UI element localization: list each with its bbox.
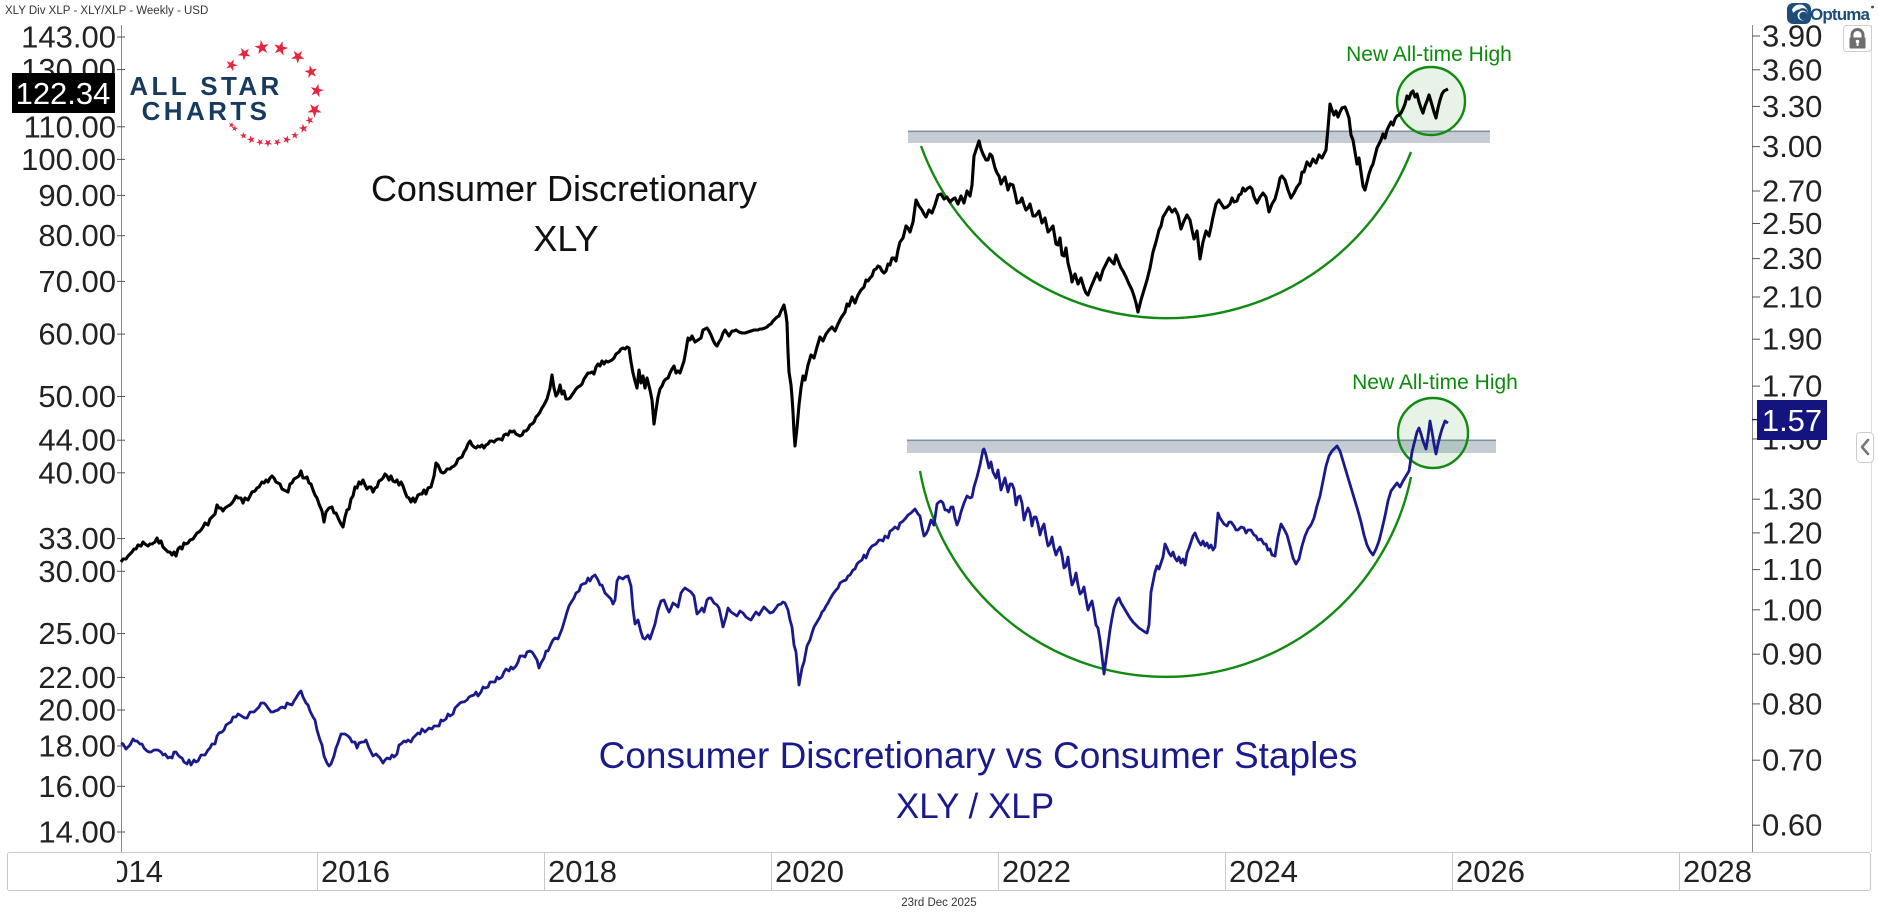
svg-text:23rd Dec 2025: 23rd Dec 2025 <box>901 897 976 909</box>
svg-text:1.10: 1.10 <box>1762 552 1822 587</box>
svg-text:30.00: 30.00 <box>38 554 116 589</box>
svg-text:2024: 2024 <box>1229 854 1298 889</box>
svg-text:XLY: XLY <box>533 218 598 259</box>
svg-text:3.90: 3.90 <box>1762 19 1822 54</box>
svg-text:Optuma: Optuma <box>1810 5 1871 24</box>
svg-text:20.00: 20.00 <box>38 693 116 728</box>
svg-text:25.00: 25.00 <box>38 616 116 651</box>
svg-text:33.00: 33.00 <box>38 521 116 556</box>
svg-text:Consumer Discretionary: Consumer Discretionary <box>371 168 757 209</box>
svg-text:1.70: 1.70 <box>1762 369 1822 404</box>
svg-text:44.00: 44.00 <box>38 423 116 458</box>
svg-text:70.00: 70.00 <box>38 264 116 299</box>
svg-text:110.00: 110.00 <box>23 109 116 144</box>
svg-text:1.57: 1.57 <box>1762 403 1822 438</box>
svg-text:18.00: 18.00 <box>38 729 116 764</box>
svg-text:2.30: 2.30 <box>1762 241 1822 276</box>
svg-text:1.00: 1.00 <box>1762 592 1822 627</box>
svg-text:2028: 2028 <box>1683 854 1752 889</box>
svg-text:New All-time High: New All-time High <box>1352 371 1518 394</box>
svg-text:122.34: 122.34 <box>16 76 111 111</box>
svg-text:1.90: 1.90 <box>1762 322 1822 357</box>
svg-text:50.00: 50.00 <box>38 379 116 414</box>
svg-text:XLY Div XLP - XLY/XLP - Weekly: XLY Div XLP - XLY/XLP - Weekly - USD <box>5 5 208 17</box>
svg-text:2026: 2026 <box>1456 854 1525 889</box>
svg-text:2016: 2016 <box>321 854 390 889</box>
svg-text:3.60: 3.60 <box>1762 52 1822 87</box>
svg-text:New All-time High: New All-time High <box>1346 43 1512 66</box>
svg-text:100.00: 100.00 <box>21 142 116 177</box>
svg-text:1.30: 1.30 <box>1762 482 1822 517</box>
svg-text:90.00: 90.00 <box>38 178 116 213</box>
svg-text:60.00: 60.00 <box>38 317 116 352</box>
svg-text:40.00: 40.00 <box>38 455 116 490</box>
svg-text:2018: 2018 <box>548 854 617 889</box>
svg-text:XLY / XLP: XLY / XLP <box>896 787 1054 826</box>
svg-text:22.00: 22.00 <box>38 660 116 695</box>
svg-text:0.80: 0.80 <box>1762 686 1822 721</box>
svg-text:0.70: 0.70 <box>1762 743 1822 778</box>
svg-text:143.00: 143.00 <box>21 20 116 55</box>
svg-text:16.00: 16.00 <box>38 769 116 804</box>
svg-text:3.00: 3.00 <box>1762 129 1822 164</box>
svg-text:2020: 2020 <box>775 854 844 889</box>
svg-text:1.20: 1.20 <box>1762 515 1822 550</box>
svg-text:80.00: 80.00 <box>38 218 116 253</box>
svg-text:14.00: 14.00 <box>38 815 116 850</box>
svg-text:2.70: 2.70 <box>1762 174 1822 209</box>
svg-text:Consumer Discretionary vs Cons: Consumer Discretionary vs Consumer Stapl… <box>599 735 1358 776</box>
svg-text:CHARTS: CHARTS <box>142 96 271 126</box>
svg-text:2.50: 2.50 <box>1762 206 1822 241</box>
svg-text:0.60: 0.60 <box>1762 808 1822 843</box>
svg-text:3.30: 3.30 <box>1762 89 1822 124</box>
svg-text:2022: 2022 <box>1002 854 1071 889</box>
svg-text:2.10: 2.10 <box>1762 280 1822 315</box>
svg-text:ALL STAR: ALL STAR <box>129 71 282 101</box>
svg-text:2014: 2014 <box>94 854 163 889</box>
svg-text:0.90: 0.90 <box>1762 637 1822 672</box>
